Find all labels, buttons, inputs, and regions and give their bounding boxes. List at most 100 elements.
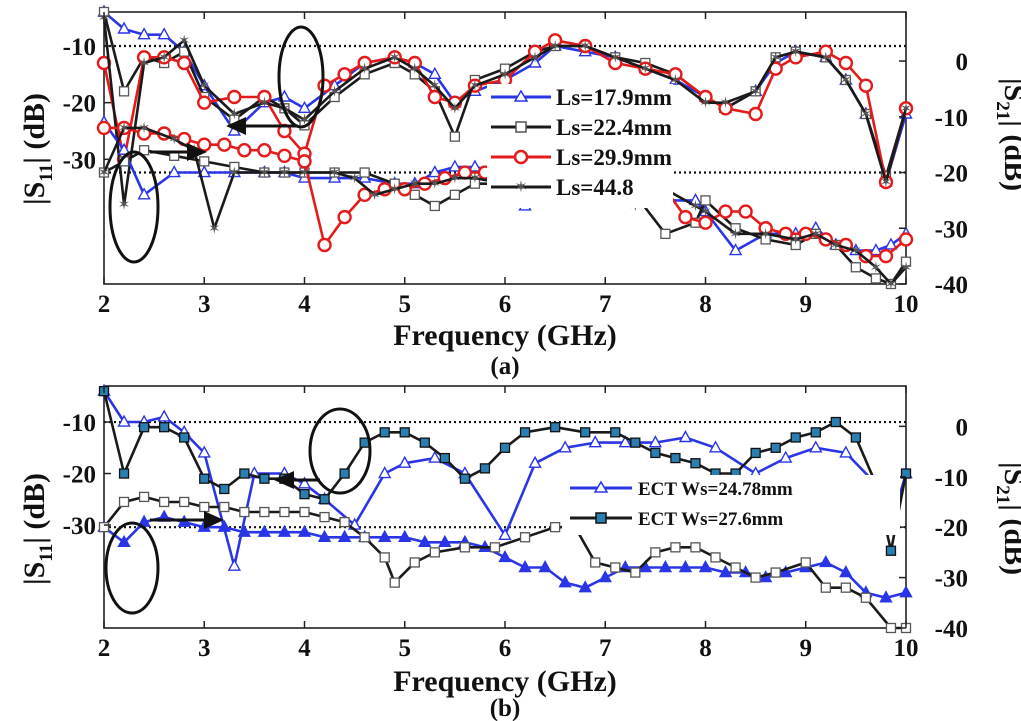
x-tick-label: 6 bbox=[499, 291, 512, 318]
panel-a-curves: ✶✶✶ ✶✶✶✶✶ ✶✶✶✶✶✶✶✶✶✶✶✶ ✶✶✶✶✶ ✶✶✶ ✶ ✶✶✶✶✶✶✶ ✶✶✶✶… bbox=[96, 4, 914, 293]
data-point-circle bbox=[427, 89, 443, 105]
data-point-square bbox=[199, 156, 210, 167]
data-point-square bbox=[479, 463, 491, 474]
data-point-star: ✶ bbox=[469, 171, 482, 187]
data-point-circle bbox=[718, 204, 733, 219]
data-point-triangle bbox=[117, 142, 131, 155]
panel-b-s11-ellipse bbox=[308, 407, 372, 495]
data-point-star: ✶ bbox=[328, 166, 341, 182]
data-point-star: ✶ bbox=[298, 166, 311, 182]
data-point-star: ✶ bbox=[178, 33, 191, 49]
data-point-star: ✶ bbox=[870, 260, 883, 276]
data-point-triangle bbox=[378, 466, 392, 479]
data-point-star: ✶ bbox=[840, 73, 853, 89]
data-point-square bbox=[219, 483, 230, 495]
data-point-square bbox=[690, 458, 701, 469]
legend-star-marker: ✶ bbox=[514, 179, 527, 196]
data-point-square bbox=[750, 447, 761, 459]
data-point-triangle bbox=[678, 560, 693, 573]
data-point-star: ✶ bbox=[900, 101, 913, 117]
data-point-triangle bbox=[869, 243, 883, 256]
data-point-circle bbox=[197, 137, 212, 152]
data-point-square bbox=[118, 86, 130, 97]
data-point-square bbox=[810, 427, 821, 438]
data-point-circle bbox=[878, 248, 894, 264]
data-point-triangle bbox=[428, 450, 442, 463]
data-point-triangle bbox=[297, 476, 312, 489]
data-point-triangle bbox=[468, 159, 482, 172]
data-point-square bbox=[319, 494, 330, 505]
data-point-star: ✶ bbox=[820, 50, 833, 66]
data-point-star: ✶ bbox=[789, 45, 802, 61]
x-tick-label: 8 bbox=[699, 635, 712, 662]
data-point-triangle bbox=[428, 66, 442, 80]
data-point-circle bbox=[257, 143, 272, 158]
data-point-star: ✶ bbox=[860, 107, 873, 123]
data-point-square bbox=[840, 582, 851, 593]
y-right-tick-label: 0 bbox=[956, 414, 969, 441]
data-point-triangle bbox=[528, 455, 542, 468]
x-tick-label: 10 bbox=[894, 291, 919, 318]
data-point-square bbox=[519, 427, 531, 438]
data-point-triangle bbox=[297, 100, 312, 114]
data-point-star: ✶ bbox=[278, 166, 291, 182]
data-point-square bbox=[359, 532, 370, 543]
x-tick-label: 2 bbox=[98, 291, 111, 318]
data-point-triangle bbox=[297, 524, 312, 537]
data-point-square bbox=[690, 542, 701, 553]
y-left-tick-label: -10 bbox=[63, 34, 96, 61]
data-point-triangle bbox=[157, 409, 171, 422]
data-point-square bbox=[379, 427, 390, 438]
data-point-square bbox=[885, 545, 897, 556]
data-point-square bbox=[219, 501, 230, 513]
data-point-square bbox=[610, 562, 621, 573]
data-point-triangle bbox=[718, 565, 733, 578]
data-point-circle bbox=[337, 67, 352, 82]
data-point-circle bbox=[858, 248, 874, 264]
data-point-star: ✶ bbox=[138, 56, 151, 72]
data-point-square bbox=[700, 195, 711, 206]
legend-square-marker bbox=[515, 121, 527, 133]
data-point-square bbox=[610, 427, 621, 438]
data-point-square bbox=[900, 256, 912, 267]
data-point-star: ✶ bbox=[789, 232, 802, 248]
data-point-square bbox=[580, 427, 591, 438]
data-point-star: ✶ bbox=[408, 62, 421, 78]
data-point-square bbox=[830, 416, 841, 428]
data-point-triangle bbox=[197, 445, 211, 458]
data-point-square bbox=[439, 452, 451, 464]
data-point-triangle bbox=[257, 524, 272, 537]
data-point-square bbox=[179, 432, 190, 443]
arrow-left-icon bbox=[274, 471, 320, 489]
data-point-star: ✶ bbox=[258, 96, 271, 112]
x-tick-label: 5 bbox=[399, 291, 412, 318]
data-point-square bbox=[399, 427, 410, 438]
panel-b: 2 3 4 5 6 7 8 9 10 -10 -20 -30 0 -10 -20 -30 -40 |S11| (… bbox=[18, 383, 1021, 721]
data-point-square bbox=[660, 228, 671, 239]
data-point-star: ✶ bbox=[499, 67, 512, 83]
panel-a-s11-ellipse bbox=[277, 25, 325, 129]
data-point-triangle bbox=[157, 27, 171, 40]
y-right-tick-label: -40 bbox=[935, 616, 968, 643]
legend-triangle-marker bbox=[513, 89, 529, 102]
data-point-star: ✶ bbox=[168, 132, 181, 148]
data-point-square bbox=[650, 447, 661, 459]
legend-item-ls17-9: Ls=17.9mm bbox=[556, 85, 672, 110]
data-point-triangle bbox=[538, 560, 552, 573]
data-point-square bbox=[199, 501, 210, 513]
data-point-star: ✶ bbox=[809, 227, 822, 243]
data-point-square bbox=[590, 557, 601, 568]
data-point-star: ✶ bbox=[258, 166, 271, 182]
data-point-star: ✶ bbox=[328, 84, 341, 100]
y-right-tick-label: -10 bbox=[935, 465, 968, 492]
data-point-square bbox=[138, 422, 150, 433]
panel-a-ylabel-left: |S11| (dB) bbox=[18, 93, 57, 205]
data-point-square bbox=[239, 468, 250, 479]
data-point-triangle bbox=[678, 430, 693, 443]
data-point-square bbox=[459, 542, 471, 553]
data-point-triangle bbox=[518, 560, 532, 573]
data-point-square bbox=[319, 511, 330, 523]
arrow-left-icon bbox=[226, 117, 298, 135]
data-point-star: ✶ bbox=[208, 221, 221, 237]
